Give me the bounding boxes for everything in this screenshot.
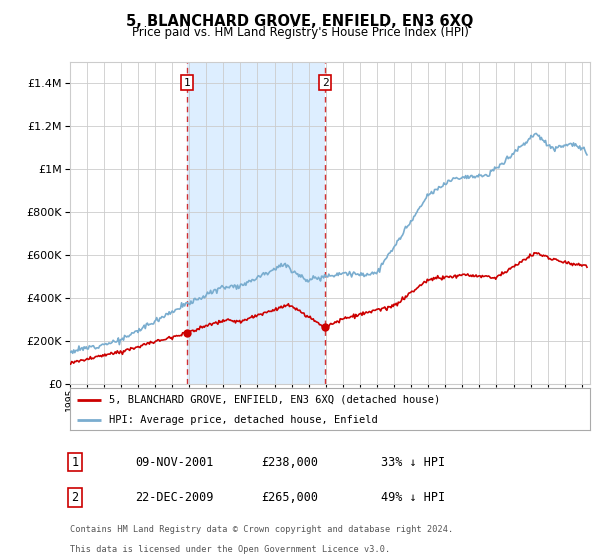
Text: 5, BLANCHARD GROVE, ENFIELD, EN3 6XQ (detached house): 5, BLANCHARD GROVE, ENFIELD, EN3 6XQ (de… <box>109 395 440 405</box>
Text: 33% ↓ HPI: 33% ↓ HPI <box>381 455 445 469</box>
Text: £238,000: £238,000 <box>261 455 318 469</box>
Text: This data is licensed under the Open Government Licence v3.0.: This data is licensed under the Open Gov… <box>70 545 390 554</box>
Text: HPI: Average price, detached house, Enfield: HPI: Average price, detached house, Enfi… <box>109 414 377 424</box>
Text: £265,000: £265,000 <box>261 491 318 504</box>
Text: 1: 1 <box>184 77 190 87</box>
Text: Contains HM Land Registry data © Crown copyright and database right 2024.: Contains HM Land Registry data © Crown c… <box>70 525 453 534</box>
Text: 22-DEC-2009: 22-DEC-2009 <box>135 491 214 504</box>
Text: Price paid vs. HM Land Registry's House Price Index (HPI): Price paid vs. HM Land Registry's House … <box>131 26 469 39</box>
Text: 49% ↓ HPI: 49% ↓ HPI <box>381 491 445 504</box>
Bar <box>187 62 325 384</box>
Text: 5, BLANCHARD GROVE, ENFIELD, EN3 6XQ: 5, BLANCHARD GROVE, ENFIELD, EN3 6XQ <box>127 14 473 29</box>
Text: 2: 2 <box>322 77 329 87</box>
Text: 09-NOV-2001: 09-NOV-2001 <box>135 455 214 469</box>
Text: 1: 1 <box>71 455 79 469</box>
Text: 2: 2 <box>71 491 79 504</box>
